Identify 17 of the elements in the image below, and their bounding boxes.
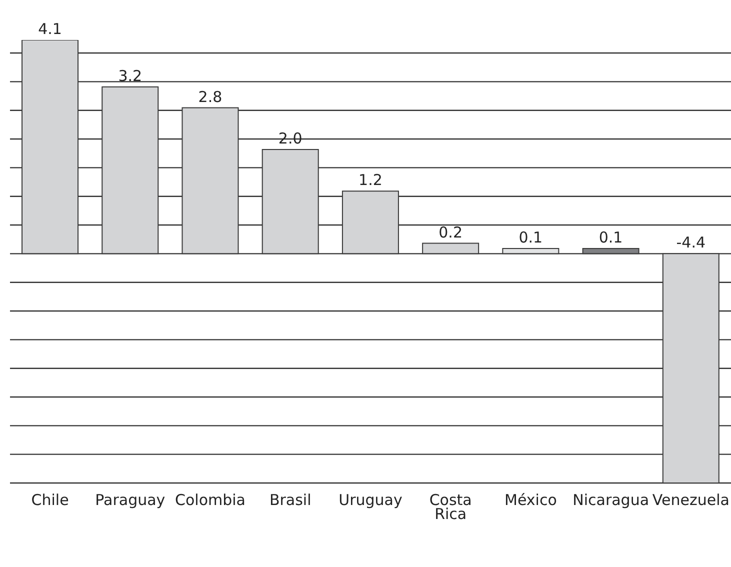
- data-label: 0.1: [598, 228, 623, 246]
- data-label: -4.4: [676, 234, 706, 252]
- x-tick-label: México: [504, 491, 557, 509]
- data-label: 1.2: [358, 171, 382, 190]
- x-tick-label: Costa Rica: [429, 491, 472, 523]
- x-tick-label: Brasil: [269, 491, 312, 509]
- x-tick-label: Paraguay: [95, 491, 166, 509]
- x-tick-label: Uruguay: [338, 491, 402, 509]
- x-tick-label: Venezuela: [652, 491, 730, 509]
- data-label: 0.1: [518, 228, 543, 246]
- data-label: 3.2: [118, 66, 142, 85]
- x-tick-label: Colombia: [175, 491, 246, 509]
- x-tick-label: Chile: [31, 491, 69, 509]
- data-label: 4.1: [38, 20, 62, 38]
- data-label: 0.2: [438, 223, 462, 242]
- data-label: 2.8: [198, 88, 222, 106]
- x-tick-label: Nicaragua: [572, 491, 650, 509]
